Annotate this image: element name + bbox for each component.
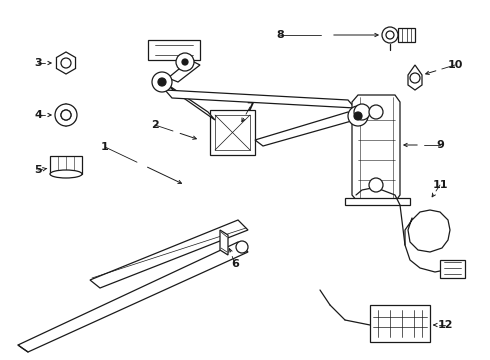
Circle shape xyxy=(410,73,420,83)
Polygon shape xyxy=(352,95,400,202)
Circle shape xyxy=(236,241,248,253)
Text: 10: 10 xyxy=(447,60,463,70)
Circle shape xyxy=(182,59,188,65)
Text: 2: 2 xyxy=(151,120,159,130)
Polygon shape xyxy=(210,110,255,155)
Circle shape xyxy=(348,106,368,126)
Polygon shape xyxy=(90,220,248,288)
Circle shape xyxy=(152,72,172,92)
Polygon shape xyxy=(370,305,430,342)
Circle shape xyxy=(354,104,370,120)
Polygon shape xyxy=(440,260,465,278)
Polygon shape xyxy=(220,230,228,255)
Text: 5: 5 xyxy=(34,165,42,175)
Circle shape xyxy=(61,110,71,120)
Text: 6: 6 xyxy=(231,259,239,269)
Text: 12: 12 xyxy=(437,320,453,330)
Circle shape xyxy=(369,105,383,119)
Polygon shape xyxy=(165,90,355,108)
Polygon shape xyxy=(398,28,415,42)
Circle shape xyxy=(61,58,71,68)
Circle shape xyxy=(61,110,71,120)
Circle shape xyxy=(369,178,383,192)
Polygon shape xyxy=(168,85,215,120)
Polygon shape xyxy=(18,242,248,352)
Polygon shape xyxy=(345,198,410,205)
Polygon shape xyxy=(168,60,200,82)
Circle shape xyxy=(382,27,398,43)
Polygon shape xyxy=(56,104,75,126)
Polygon shape xyxy=(408,65,422,90)
Circle shape xyxy=(176,53,194,71)
Text: 1: 1 xyxy=(101,142,109,152)
Polygon shape xyxy=(50,156,82,174)
Circle shape xyxy=(386,31,394,39)
Text: 8: 8 xyxy=(276,30,284,40)
Polygon shape xyxy=(255,112,355,146)
Circle shape xyxy=(55,104,77,126)
Ellipse shape xyxy=(50,170,82,178)
Text: 9: 9 xyxy=(436,140,444,150)
Circle shape xyxy=(158,78,166,86)
Text: 3: 3 xyxy=(34,58,42,68)
Polygon shape xyxy=(56,52,75,74)
Polygon shape xyxy=(148,40,200,60)
Text: 11: 11 xyxy=(432,180,448,190)
Circle shape xyxy=(354,112,362,120)
Text: 7: 7 xyxy=(246,102,254,112)
Text: 4: 4 xyxy=(34,110,42,120)
